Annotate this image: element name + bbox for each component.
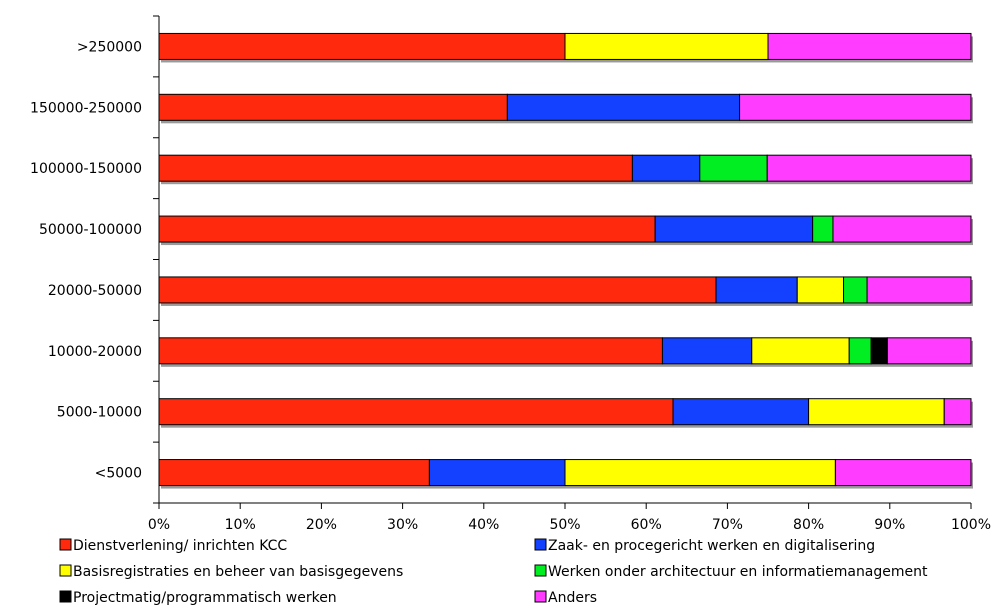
bar-segment xyxy=(158,459,430,487)
x-tick-label: 30% xyxy=(387,517,418,533)
bar-segment xyxy=(428,459,566,487)
legend-label: Anders xyxy=(548,590,597,606)
x-tick-label: 20% xyxy=(306,517,337,533)
legend-swatch xyxy=(59,590,72,603)
x-tick-label: 80% xyxy=(793,517,824,533)
y-tick-label: >250000 xyxy=(77,39,142,55)
y-tick-label: <5000 xyxy=(95,466,142,482)
bar-segment xyxy=(661,337,753,365)
x-tick-label: 10% xyxy=(225,517,256,533)
bar-segment xyxy=(886,337,972,365)
legend-swatch xyxy=(534,538,547,551)
bar-segment xyxy=(943,398,972,426)
legend-item: Basisregistraties en beheer van basisgeg… xyxy=(59,564,403,580)
x-tick-labels: 0% 10% 20% 30% 40% 50% 60% 70% 80% 90% 100% xyxy=(148,517,991,533)
legend-swatch xyxy=(59,564,72,577)
axes xyxy=(153,15,972,509)
x-tick-label: 50% xyxy=(549,517,580,533)
bar-segment xyxy=(866,276,972,304)
x-tick-label: 100% xyxy=(951,517,991,533)
bar-segment xyxy=(808,398,945,426)
bar-segment xyxy=(767,32,972,60)
legend-item: Zaak- en procegericht werken en digitali… xyxy=(534,538,875,554)
bar-segment xyxy=(506,93,741,121)
bar-segment xyxy=(870,337,888,365)
bar-segment xyxy=(796,276,845,304)
legend-label: Zaak- en procegericht werken en digitali… xyxy=(548,538,875,554)
bars xyxy=(158,32,972,487)
y-tick-labels: >250000 150000-250000 100000-150000 50000-1… xyxy=(30,39,142,481)
y-tick-label: 10000-20000 xyxy=(48,344,142,360)
bar-segment xyxy=(158,215,656,243)
legend-swatch xyxy=(59,538,72,551)
legend-item: Projectmatig/programmatisch werken xyxy=(59,590,337,606)
y-tick-label: 150000-250000 xyxy=(30,100,142,116)
bar-segment xyxy=(158,337,663,365)
legend-label: Dienstverlening/ inrichten KCC xyxy=(73,538,287,554)
bar-segment xyxy=(699,154,768,182)
x-tick-label: 70% xyxy=(712,517,743,533)
bar-segment xyxy=(158,93,508,121)
x-tick-label: 60% xyxy=(631,517,662,533)
bar-segment xyxy=(158,276,717,304)
bar-segment xyxy=(158,32,566,60)
bar-segment xyxy=(751,337,850,365)
y-tick-label: 100000-150000 xyxy=(30,161,142,177)
x-tick-label: 90% xyxy=(874,517,905,533)
bar-segment xyxy=(654,215,814,243)
x-tick-label: 40% xyxy=(468,517,499,533)
legend-item: Werken onder architectuur en informatiem… xyxy=(534,564,928,580)
x-tick-label: 0% xyxy=(148,517,170,533)
legend-label: Basisregistraties en beheer van basisgeg… xyxy=(73,564,403,580)
legend: Dienstverlening/ inrichten KCC Zaak- en p… xyxy=(59,538,928,606)
bar-segment xyxy=(631,154,701,182)
bar-segment xyxy=(564,32,769,60)
y-tick-label: 50000-100000 xyxy=(39,222,142,238)
bar-segment xyxy=(843,276,868,304)
legend-item: Dienstverlening/ inrichten KCC xyxy=(59,538,287,554)
legend-item: Anders xyxy=(534,590,597,606)
bar-segment xyxy=(812,215,834,243)
y-tick-label: 5000-10000 xyxy=(57,405,142,421)
legend-label: Projectmatig/programmatisch werken xyxy=(73,590,337,606)
bar-segment xyxy=(848,337,872,365)
legend-swatch xyxy=(534,564,547,577)
legend-swatch xyxy=(534,590,547,603)
bar-segment xyxy=(158,154,633,182)
bar-segment xyxy=(564,459,836,487)
bar-segment xyxy=(158,398,674,426)
bar-segment xyxy=(834,459,972,487)
bar-segment xyxy=(766,154,972,182)
legend-label: Werken onder architectuur en informatiem… xyxy=(548,564,928,580)
bar-segment xyxy=(672,398,810,426)
bar-segment xyxy=(739,93,972,121)
bar-segment xyxy=(715,276,798,304)
y-tick-label: 20000-50000 xyxy=(48,283,142,299)
bar-segment xyxy=(832,215,972,243)
